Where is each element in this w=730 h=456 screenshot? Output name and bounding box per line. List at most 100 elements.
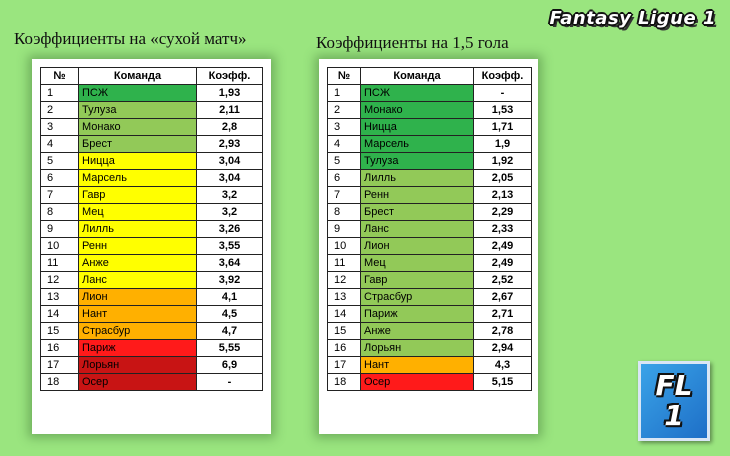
table-row: 12 Гавр 2,52 [327,271,532,289]
coefficient: 2,49 [473,237,532,255]
coefficient: 4,7 [196,322,263,340]
table-row: 17 Лорьян 6,9 [40,356,263,374]
coefficient: 2,93 [196,135,263,153]
coefficient: 2,05 [473,169,532,187]
team-name: Ренн [360,186,474,204]
table-row: 13 Лион 4,1 [40,288,263,306]
row-number: 14 [327,305,361,323]
team-name: Нант [360,356,474,374]
goals-table: № Команда Коэфф. 1 ПСЖ -2 Монако 1,53 3 Ницца 1… [327,67,532,391]
team-name: Ланс [360,220,474,238]
row-number: 4 [327,135,361,153]
coefficient: 2,49 [473,254,532,272]
row-number: 2 [40,101,79,119]
coefficient: 3,55 [196,237,263,255]
table-row: 7 Гавр 3,2 [40,186,263,204]
team-name: Брест [360,203,474,221]
row-number: 8 [40,203,79,221]
row-number: 12 [40,271,79,289]
table-row: 11 Мец 2,49 [327,254,532,272]
coefficient: 1,9 [473,135,532,153]
coefficient: 2,78 [473,322,532,340]
coefficient: 2,29 [473,203,532,221]
row-number: 9 [327,220,361,238]
row-number: 13 [327,288,361,306]
table-row: 3 Ницца 1,71 [327,118,532,136]
row-number: 12 [327,271,361,289]
row-number: 14 [40,305,79,323]
table-header-row: № Команда Коэфф. [40,67,263,85]
row-number: 10 [40,237,79,255]
table-row: 10 Лион 2,49 [327,237,532,255]
team-name: Париж [360,305,474,323]
fantasy-ligue1-brand: Fantasy Ligue 1 [549,8,716,29]
team-name: Лорьян [78,356,197,374]
team-name: ПСЖ [360,84,474,102]
row-number: 10 [327,237,361,255]
coefficient: 5,55 [196,339,263,357]
team-name: Марсель [360,135,474,153]
team-name: Ницца [360,118,474,136]
coefficient: 3,2 [196,186,263,204]
coefficient: 2,13 [473,186,532,204]
row-number: 8 [327,203,361,221]
team-name: Лилль [78,220,197,238]
coefficient: 2,94 [473,339,532,357]
team-name: Ренн [78,237,197,255]
team-name: Брест [78,135,197,153]
table-row: 6 Лилль 2,05 [327,169,532,187]
table-row: 4 Брест 2,93 [40,135,263,153]
team-name: Анже [360,322,474,340]
coefficient: - [196,373,263,391]
coefficient: 3,64 [196,254,263,272]
table-row: 15 Страсбур 4,7 [40,322,263,340]
table-row: 16 Лорьян 2,94 [327,339,532,357]
team-name: ПСЖ [78,84,197,102]
row-number: 7 [327,186,361,204]
team-name: Париж [78,339,197,357]
header-team: Команда [360,67,474,85]
table-row: 6 Марсель 3,04 [40,169,263,187]
coefficient: 6,9 [196,356,263,374]
row-number: 1 [40,84,79,102]
row-number: 4 [40,135,79,153]
coefficient: 2,52 [473,271,532,289]
team-name: Ланс [78,271,197,289]
header-coef: Коэфф. [473,67,532,85]
table-row: 7 Ренн 2,13 [327,186,532,204]
row-number: 3 [40,118,79,136]
table-row: 18 Осер 5,15 [327,373,532,391]
goals-title: Коэффициенты на 1,5 гола [316,33,509,52]
table-row: 5 Тулуза 1,92 [327,152,532,170]
table-header-row: № Команда Коэфф. [327,67,532,85]
logo-line1: FL [655,369,693,402]
clean-sheet-table: № Команда Коэфф. 1 ПСЖ 1,93 2 Тулуза 2,11 3 Мон… [40,67,263,391]
coefficient: 4,1 [196,288,263,306]
team-name: Марсель [78,169,197,187]
team-name: Монако [78,118,197,136]
clean-sheet-title: Коэффициенты на «сухой матч» [14,29,247,48]
table-row: 2 Монако 1,53 [327,101,532,119]
team-name: Лион [360,237,474,255]
table-row: 4 Марсель 1,9 [327,135,532,153]
coefficient: 2,8 [196,118,263,136]
table-row: 14 Нант 4,5 [40,305,263,323]
table-row: 3 Монако 2,8 [40,118,263,136]
clean-sheet-panel: № Команда Коэфф. 1 ПСЖ 1,93 2 Тулуза 2,11 3 Мон… [32,59,271,434]
row-number: 18 [327,373,361,391]
row-number: 6 [40,169,79,187]
row-number: 13 [40,288,79,306]
coefficient: 3,26 [196,220,263,238]
header-team: Команда [78,67,197,85]
row-number: 6 [327,169,361,187]
team-name: Осер [78,373,197,391]
row-number: 2 [327,101,361,119]
team-name: Лилль [360,169,474,187]
team-name: Анже [78,254,197,272]
header-coef: Коэфф. [196,67,263,85]
row-number: 5 [40,152,79,170]
table-row: 16 Париж 5,55 [40,339,263,357]
header-number: № [40,67,79,85]
coefficient: 4,5 [196,305,263,323]
team-name: Тулуза [360,152,474,170]
